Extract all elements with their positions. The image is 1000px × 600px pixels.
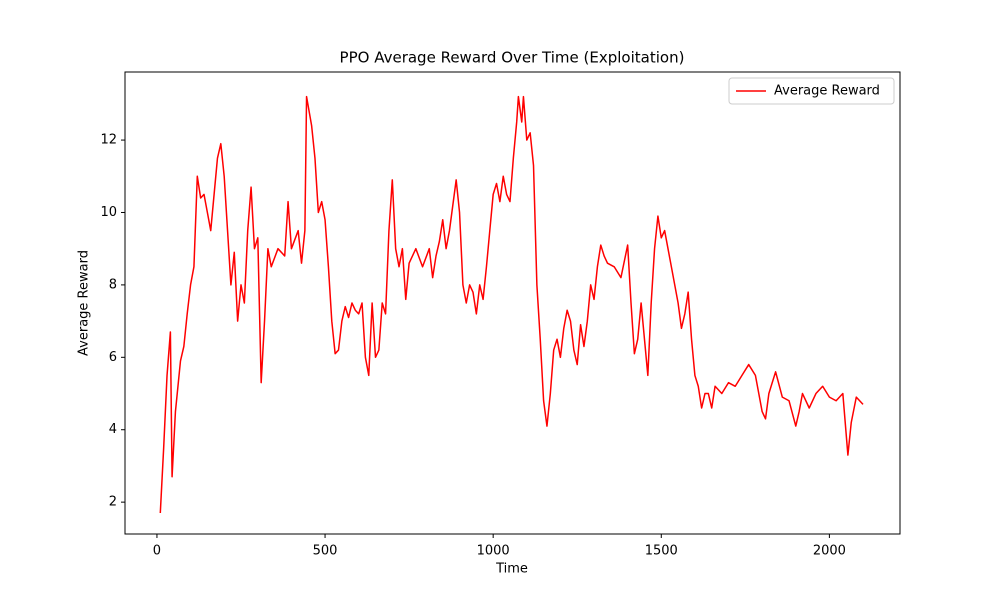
- plot-frame: [124, 71, 901, 535]
- x-axis-label: Time: [495, 562, 528, 577]
- y-tick-label: 10: [100, 205, 117, 220]
- chart-title: PPO Average Reward Over Time (Exploitati…: [340, 49, 685, 67]
- legend-box: [728, 77, 895, 105]
- x-tick-label: 1500: [645, 544, 678, 559]
- y-tick-label: 8: [109, 277, 117, 292]
- y-tick-label: 12: [100, 133, 117, 148]
- y-tick-label: 2: [109, 495, 117, 510]
- y-axis-label: Average Reward: [77, 250, 92, 356]
- x-tick-label: 2000: [813, 544, 846, 559]
- x-tick-label: 0: [153, 544, 161, 559]
- x-tick-label: 1000: [477, 544, 510, 559]
- y-tick-label: 6: [109, 350, 117, 365]
- y-tick-label: 4: [109, 422, 117, 437]
- legend-label: Average Reward: [774, 84, 880, 99]
- data-line: [159, 95, 864, 514]
- x-tick-label: 500: [313, 544, 338, 559]
